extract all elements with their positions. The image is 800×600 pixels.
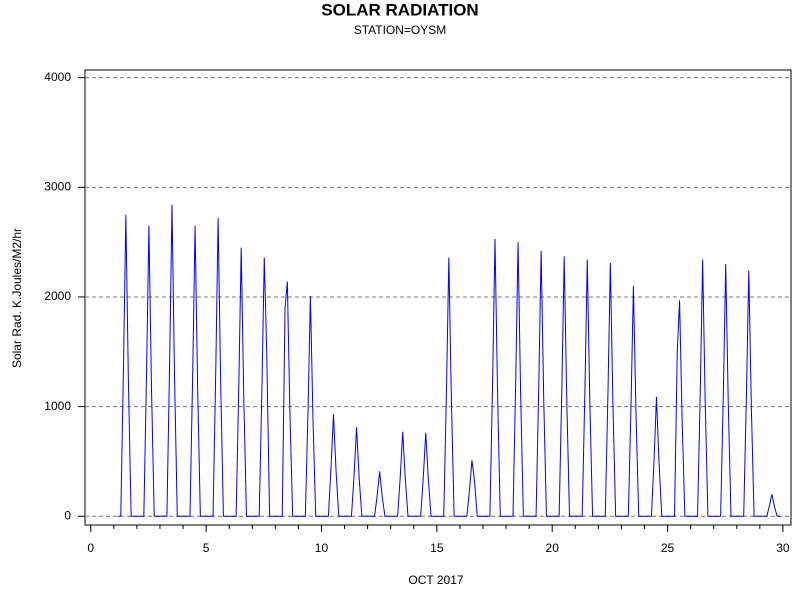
chart-title: SOLAR RADIATION: [321, 0, 478, 19]
x-tick-label: 15: [430, 541, 444, 555]
plot-frame: [84, 69, 792, 526]
x-tick-label: 25: [661, 541, 675, 555]
data-line: [117, 204, 781, 517]
y-tick-label: 3000: [44, 179, 71, 193]
x-tick-label: 30: [776, 541, 790, 555]
y-tick-label: 0: [64, 508, 71, 522]
x-tick-label: 10: [315, 541, 329, 555]
chart-subtitle: STATION=OYSM: [354, 23, 447, 37]
x-tick-label: 0: [87, 541, 94, 555]
y-tick-label: 4000: [44, 70, 71, 84]
y-tick-label: 1000: [44, 399, 71, 413]
x-tick-label: 20: [546, 541, 560, 555]
y-axis-label: Solar Rad. K.Joules/M2/hr: [10, 228, 24, 368]
x-tick-label: 5: [203, 541, 210, 555]
y-tick-label: 2000: [44, 289, 71, 303]
x-axis-label: OCT 2017: [408, 573, 463, 587]
